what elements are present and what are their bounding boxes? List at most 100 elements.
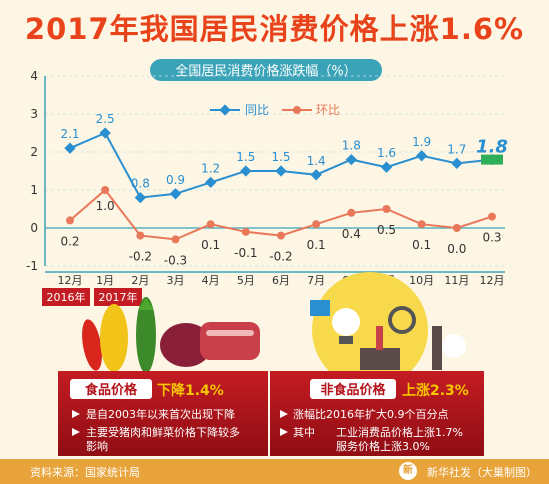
- y-tick-label: 3: [30, 107, 38, 121]
- meat-icon: [200, 322, 260, 360]
- y-axis: -1 0 1 2 3 4: [26, 69, 46, 273]
- point-huanbi: [241, 227, 250, 236]
- footer-credit: 新华社发（大巢制图）: [427, 466, 537, 479]
- nonfood-label-box: [310, 379, 396, 399]
- data-label-tongbi: 0.9: [166, 173, 185, 187]
- point-tongbi: [345, 153, 357, 166]
- point-tongbi: [380, 161, 393, 173]
- point-huanbi: [417, 220, 426, 229]
- data-label-tongbi: 2.1: [60, 127, 79, 141]
- year-label-2016: 2016年: [47, 290, 86, 304]
- year-label-2017: 2017年: [99, 290, 138, 304]
- data-label-huanbi: 0.1: [412, 238, 431, 252]
- y-tick-label: -1: [26, 259, 38, 273]
- legend-label-huanbi: 环比: [316, 103, 340, 117]
- point-tongbi: [310, 169, 322, 181]
- factory-chimney: [376, 326, 383, 350]
- food-label-box: [70, 379, 152, 399]
- point-tongbi: [416, 150, 428, 162]
- bullet-arrow-icon: [72, 428, 80, 436]
- cucumber-icon: [136, 297, 156, 373]
- vegetables-illustration: [82, 297, 260, 373]
- y-tick-label: 4: [30, 69, 38, 83]
- data-label-tongbi: 1.5: [236, 150, 255, 164]
- point-huanbi: [488, 212, 496, 221]
- data-label-tongbi: 1.6: [377, 146, 396, 160]
- year-label-2017-box: [94, 288, 142, 306]
- cloud-icon: [442, 334, 466, 358]
- data-label-tongbi: 1.4: [307, 154, 326, 168]
- x-tick-label: 4月: [202, 274, 220, 287]
- meat-stripe: [206, 330, 254, 336]
- data-label-huanbi: -0.2: [269, 250, 292, 264]
- factory-tower-icon: [432, 326, 442, 370]
- grid: [45, 75, 505, 267]
- factory-icon: [360, 348, 400, 370]
- data-label-huanbi: 0.2: [60, 234, 79, 248]
- food-bullet-1: 是自2003年以来首次出现下降: [86, 407, 235, 421]
- data-label-huanbi: -0.2: [129, 250, 152, 264]
- footer-source: 资料来源：国家统计局: [30, 466, 140, 479]
- data-label-huanbi: 0.0: [447, 242, 466, 256]
- chart: 全国居民消费价格涨跌幅（%） -1 0 1 2 3 4 12月 1月 2月 3月 4月 5月 6月 7月…: [26, 59, 508, 456]
- food-change: 下降1.4%: [157, 382, 224, 399]
- data-label-tongbi: 0.8: [131, 177, 150, 191]
- chart-title-banner: [150, 59, 382, 81]
- data-label-tongbi: 2.5: [96, 112, 115, 126]
- nonfood-bullet-2-line-2: 服务价格上涨3.0%: [336, 439, 430, 453]
- point-huanbi: [347, 208, 356, 217]
- pepper-icon: [82, 319, 102, 371]
- shop-icon: [310, 300, 330, 316]
- lightbulb-base: [339, 336, 353, 344]
- point-huanbi: [66, 216, 74, 225]
- data-label-huanbi: -0.3: [164, 253, 187, 267]
- y-tick-label: 0: [30, 221, 38, 235]
- y-tick-label: 2: [30, 145, 38, 159]
- main-title: 2017年我国居民消费价格上涨1.6%: [24, 12, 525, 46]
- data-labels: 2.1 2.5 0.8 0.9 1.2 1.5 1.5 1.4 1.8 1.6 1.9 1.7 1.8 0…: [60, 112, 507, 267]
- bullet-arrow-icon: [280, 428, 288, 436]
- x-tick-label: 3月: [167, 274, 185, 287]
- x-tick-label: 6月: [272, 274, 290, 287]
- xinhua-logo-icon: 新: [399, 462, 417, 480]
- nonfood-bullet-1: 涨幅比2016年扩大0.9个百分点: [293, 407, 449, 421]
- point-tongbi: [205, 176, 217, 189]
- data-label-tongbi: 1.2: [201, 161, 220, 175]
- last-value-badge: [481, 154, 503, 165]
- eggplant-icon: [160, 323, 212, 367]
- food-bullet-2-line-2: 影响: [86, 440, 108, 453]
- point-huanbi: [312, 220, 321, 229]
- point-tongbi: [64, 142, 76, 154]
- nonfood-bullet-2-line-1: 工业消费品价格上涨1.7%: [336, 425, 463, 439]
- data-label-huanbi: -0.1: [234, 246, 257, 260]
- point-tongbi: [134, 191, 146, 204]
- data-label-huanbi: 0.4: [342, 227, 361, 241]
- data-label-tongbi: 1.5: [271, 150, 290, 164]
- x-tick-label: 10月: [409, 274, 434, 287]
- corn-icon: [100, 304, 128, 372]
- point-huanbi: [136, 231, 145, 240]
- series-points: [64, 127, 498, 244]
- bullet-arrow-icon: [280, 410, 288, 418]
- chart-title: 全国居民消费价格涨跌幅（%）: [175, 63, 356, 79]
- lightbulb-icon: [332, 308, 360, 336]
- nonfood-label: 非食品价格: [320, 382, 386, 398]
- point-tongbi: [240, 165, 252, 177]
- point-tongbi: [169, 188, 182, 200]
- footer: 资料来源：国家统计局 新 新华社发（大巢制图）: [0, 459, 549, 484]
- x-tick-label: 2月: [131, 274, 149, 287]
- nonfood-bullet-2-prefix: 其中: [293, 426, 315, 439]
- legend-label-tongbi: 同比: [245, 103, 269, 117]
- industry-illustration: [310, 272, 466, 388]
- point-tongbi: [99, 127, 111, 139]
- year-label-2016-box: [42, 288, 90, 306]
- food-bullet-2-line-1: 主要受猪肉和鲜菜价格下降较多: [86, 425, 240, 439]
- legend-marker-huanbi: [293, 106, 301, 114]
- y-tick-label: 1: [30, 183, 38, 197]
- x-axis: 12月1月2月3月4月5月6月7月8月9月10月11月12月: [45, 271, 505, 287]
- data-label-tongbi: 1.9: [412, 135, 431, 149]
- gear-icon: [388, 306, 416, 334]
- data-label-huanbi: 1.0: [96, 199, 115, 213]
- x-tick-label: 5月: [237, 274, 255, 287]
